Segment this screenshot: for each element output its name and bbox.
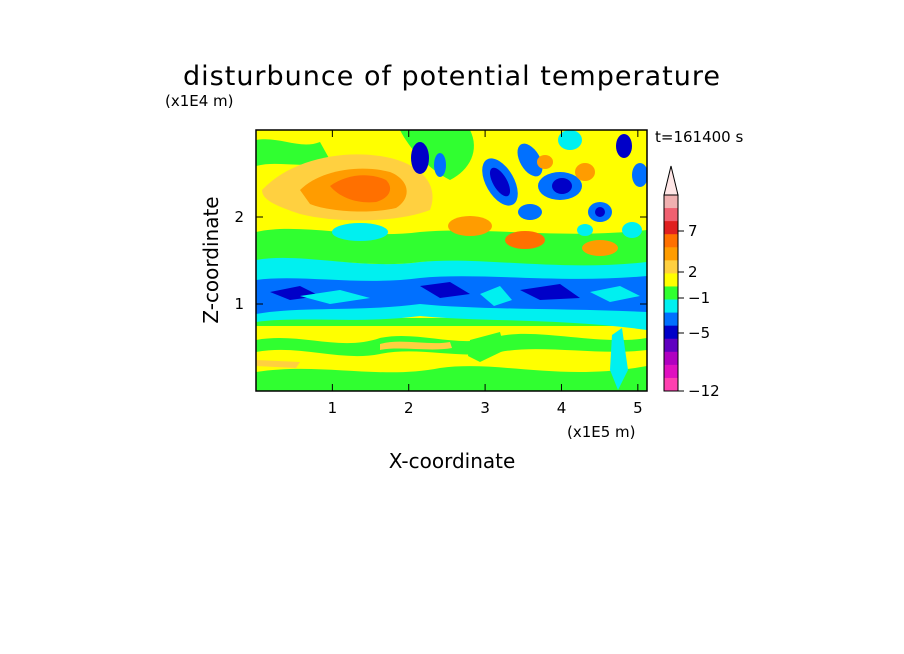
y-tick-label: 2 xyxy=(234,208,244,226)
contour-patch xyxy=(577,224,593,236)
colorbar-swatch xyxy=(664,234,678,248)
contour-field xyxy=(256,130,647,391)
contour-patch xyxy=(595,207,605,217)
contour-patch xyxy=(448,216,492,236)
colorbar-swatch xyxy=(664,221,678,235)
colorbar-tick-label: −12 xyxy=(688,382,720,400)
contour-patch xyxy=(517,143,543,177)
x-tick-label: 1 xyxy=(328,399,338,417)
y-axis-label: Z-coordinate xyxy=(199,196,223,323)
contour-patch xyxy=(610,328,628,390)
x-axis-label: X-coordinate xyxy=(389,449,516,473)
colorbar-swatch xyxy=(664,286,678,301)
contour-patch xyxy=(552,178,572,194)
contour-patch xyxy=(520,284,580,300)
contour-patch xyxy=(518,204,542,220)
colorbar-tick-label: −1 xyxy=(688,289,710,307)
contour-patch xyxy=(411,142,429,174)
x-tick-label: 3 xyxy=(480,399,490,417)
contour-patch xyxy=(582,240,618,256)
colorbar-swatch xyxy=(664,325,678,340)
x-axis-ticks: 1 2 3 4 5 xyxy=(328,130,643,417)
contour-patch xyxy=(256,366,647,391)
contour-patch xyxy=(256,318,647,326)
contour-patch xyxy=(300,290,370,304)
contour-patch xyxy=(256,333,647,357)
contour-patch xyxy=(489,167,511,197)
colorbar-swatch xyxy=(664,377,678,392)
time-label: t=161400 s xyxy=(655,128,743,146)
colorbar-swatch xyxy=(664,247,678,261)
colorbar: 7 2 −1 −5 −12 xyxy=(663,165,720,400)
x-tick-label: 5 xyxy=(633,399,643,417)
contour-patch xyxy=(537,155,553,169)
colorbar-tick-label: −5 xyxy=(688,324,710,342)
contour-patch xyxy=(590,286,640,302)
x-tick-label: 2 xyxy=(404,399,414,417)
contour-patch xyxy=(256,139,330,166)
colorbar-tick-label: 7 xyxy=(688,222,698,240)
contour-patch xyxy=(434,153,446,177)
colorbar-tick-label: 2 xyxy=(688,263,698,281)
x-scale-label: (x1E5 m) xyxy=(567,423,636,441)
contour-patch xyxy=(256,360,300,368)
contour-patch xyxy=(622,222,642,238)
y-axis-ticks: 12 xyxy=(234,208,647,313)
plot-frame xyxy=(255,129,648,392)
contour-patch xyxy=(480,286,512,306)
colorbar-swatch xyxy=(664,273,678,287)
contour-patch xyxy=(558,130,582,150)
contour-patch xyxy=(420,282,470,298)
colorbar-swatch xyxy=(664,195,678,209)
contour-patch xyxy=(330,175,391,203)
colorbar-swatch xyxy=(664,312,678,327)
contour-patch xyxy=(468,332,505,362)
colorbar-swatch xyxy=(664,260,678,274)
colorbar-swatch xyxy=(664,338,678,353)
colorbar-frame xyxy=(663,194,679,392)
colorbar-swatch xyxy=(664,299,678,314)
contour-patch xyxy=(632,163,647,187)
contour-patch xyxy=(332,223,388,241)
colorbar-swatch xyxy=(664,351,678,366)
y-scale-label: (x1E4 m) xyxy=(165,92,234,110)
colorbar-swatch xyxy=(664,364,678,379)
colorbar-extend-arrow xyxy=(663,165,679,196)
chart-title: disturbunce of potential temperature xyxy=(183,61,721,92)
contour-patch xyxy=(505,231,545,249)
contour-patch xyxy=(575,163,595,181)
x-tick-label: 4 xyxy=(557,399,567,417)
colorbar-swatch xyxy=(664,208,678,222)
y-tick-label: 1 xyxy=(234,295,244,313)
contour-patch xyxy=(380,341,452,350)
contour-patch xyxy=(616,134,632,158)
